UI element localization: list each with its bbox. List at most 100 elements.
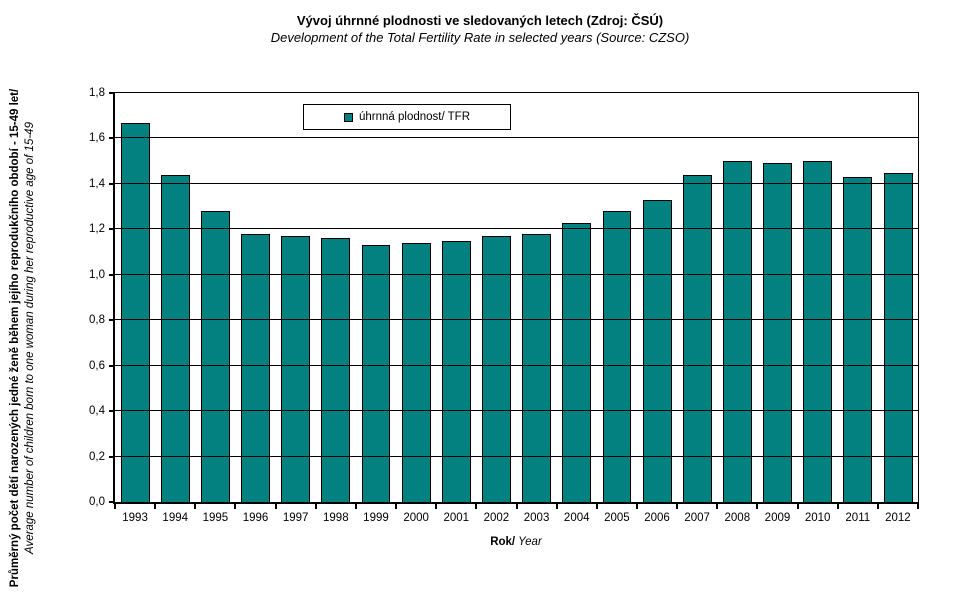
bar-1999 <box>361 245 391 502</box>
bar-slot-1994 <box>155 93 195 502</box>
x-axis-tick <box>475 504 478 509</box>
x-tick-label-1999: 1999 <box>363 512 389 524</box>
x-tick-label-2010: 2010 <box>804 512 831 524</box>
bar-2007 <box>682 174 712 502</box>
bar-slot-2006 <box>637 93 677 502</box>
x-axis-tick <box>836 504 839 509</box>
x-tick-label-2008: 2008 <box>724 512 751 524</box>
bar-slot-2009 <box>758 93 798 502</box>
bar-slot-1993 <box>115 93 155 502</box>
y-tick-label-1-8: 1,8 <box>89 87 105 99</box>
plot-area: úhrnná plodnost/ TFR 1993 1994 1995 1996 199… <box>89 87 919 524</box>
x-tick-label-1994: 1994 <box>162 512 189 524</box>
y-tick-label-1-6: 1,6 <box>89 132 105 145</box>
bar-2002 <box>482 236 511 502</box>
bar-slot-2011 <box>838 93 878 502</box>
bar-slot-2004 <box>557 93 597 502</box>
bar-slot-2000 <box>396 93 436 502</box>
bar-1997 <box>281 236 311 502</box>
gridline <box>115 455 918 457</box>
x-tick-label-1997: 1997 <box>282 512 309 524</box>
bar-1998 <box>321 238 351 502</box>
x-axis-tick <box>876 504 879 509</box>
bar-slot-2010 <box>798 93 838 502</box>
x-tick-label-2003: 2003 <box>523 512 550 524</box>
bar-slot-2003 <box>517 93 557 502</box>
bar-2001 <box>441 240 471 502</box>
bar-1994 <box>160 174 190 502</box>
x-axis-tick <box>354 504 357 509</box>
y-tick-label-1-4: 1,4 <box>89 177 105 190</box>
x-axis-tick <box>274 504 277 509</box>
y-axis-tick <box>109 501 115 503</box>
x-axis-tick <box>595 504 598 509</box>
bars-row <box>115 93 918 502</box>
x-tick-label-2011: 2011 <box>845 512 871 524</box>
y-tick-label-1-0: 1,0 <box>89 268 105 281</box>
x-axis-tick <box>917 504 919 509</box>
bar-2006 <box>642 199 672 502</box>
bar-slot-1999 <box>356 93 396 502</box>
gridline <box>115 182 918 184</box>
bar-slot-1998 <box>316 93 356 502</box>
legend: úhrnná plodnost/ TFR <box>303 104 511 130</box>
y-tick-label-0-2: 0,2 <box>89 450 105 463</box>
x-tick-label-2007: 2007 <box>684 512 710 524</box>
x-axis-tick <box>756 504 759 509</box>
bar-2011 <box>843 177 873 502</box>
chart-subtitle: Development of the Total Fertility Rate … <box>270 30 690 45</box>
y-axis-tick <box>109 410 115 413</box>
x-axis-title-english: Year <box>515 536 542 548</box>
gridline <box>115 137 918 139</box>
x-tick-label-2006: 2006 <box>644 512 670 524</box>
bar-2004 <box>562 222 592 502</box>
y-tick-label-0-0: 0,0 <box>89 496 105 508</box>
x-tick-label-2009: 2009 <box>764 512 791 524</box>
x-tick-label-2002: 2002 <box>483 512 510 524</box>
y-axis-title: Průměrný počet dětí narozených jedné žen… <box>8 88 82 588</box>
bar-2009 <box>763 163 793 502</box>
x-axis-tick <box>114 504 116 509</box>
bar-2003 <box>522 233 552 502</box>
x-axis-tick <box>435 504 438 509</box>
bar-slot-2005 <box>597 93 637 502</box>
bar-2010 <box>803 161 833 502</box>
x-axis-tick <box>555 504 558 509</box>
bar-slot-2012 <box>878 93 918 502</box>
y-axis-tick <box>109 319 115 322</box>
x-tick-label-2012: 2012 <box>885 512 911 524</box>
legend-label: úhrnná plodnost/ TFR <box>358 111 471 123</box>
x-axis-tick <box>635 504 638 509</box>
y-tick-label-1-2: 1,2 <box>89 223 105 236</box>
y-axis-title-wrap: Průměrný počet dětí narozených jedné žen… <box>8 88 82 588</box>
x-axis-title: Rok/ Year <box>113 536 919 548</box>
x-axis-title-czech: Rok/ <box>490 536 516 548</box>
bar-slot-2002 <box>476 93 516 502</box>
x-tick-label-1996: 1996 <box>242 512 269 524</box>
bar-2005 <box>602 211 632 502</box>
x-axis-tick <box>314 504 317 509</box>
y-axis-tick <box>109 273 115 276</box>
gridline <box>115 364 918 366</box>
bar-slot-1996 <box>235 93 275 502</box>
y-axis-title-czech: Průměrný počet dětí narozených jedné žen… <box>9 88 21 588</box>
y-tick-label-0-8: 0,8 <box>89 314 105 327</box>
y-axis-tick <box>109 137 115 140</box>
bar-slot-2001 <box>436 93 476 502</box>
legend-marker-square-icon <box>343 112 353 122</box>
x-tick-label-2000: 2000 <box>403 512 429 524</box>
x-axis-tick <box>716 504 719 509</box>
y-axis-tick <box>109 364 115 367</box>
bar-1993 <box>120 122 150 502</box>
gridline <box>115 228 918 230</box>
x-axis-tick <box>395 504 398 509</box>
y-axis-title-english: Average number of children born to one w… <box>24 122 36 554</box>
x-axis-tick <box>194 504 197 509</box>
x-axis-tick <box>234 504 237 509</box>
x-axis-tick <box>515 504 518 509</box>
x-axis-tick <box>796 504 799 509</box>
bar-2000 <box>401 242 431 502</box>
x-tick-label-2001: 2001 <box>443 512 470 524</box>
x-axis-tick <box>676 504 679 509</box>
